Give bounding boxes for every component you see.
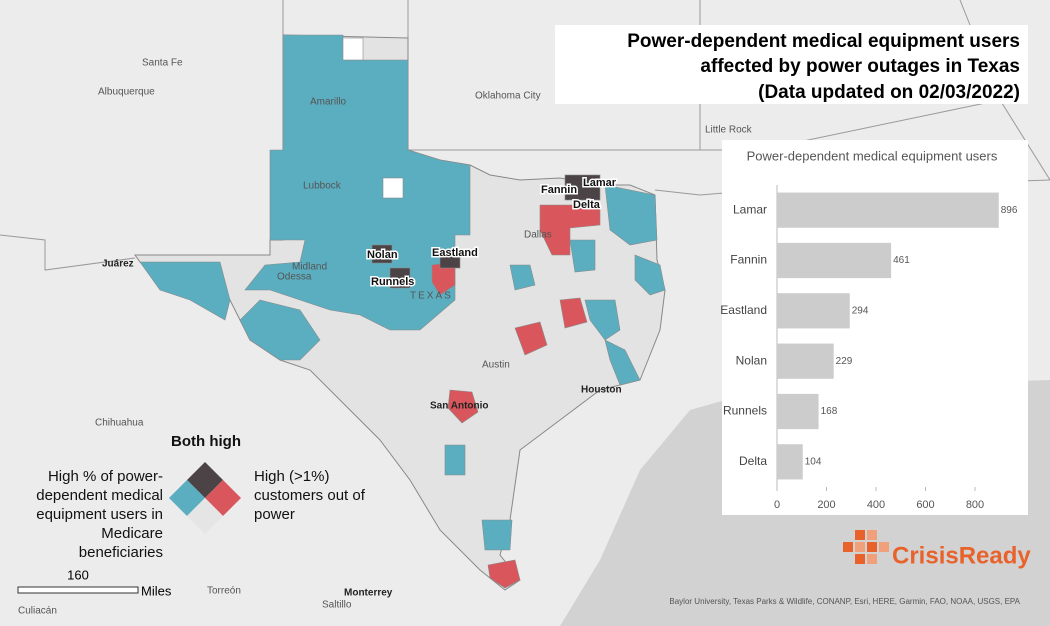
bar: [777, 343, 834, 379]
legend-swatch-none: [187, 498, 223, 534]
y-tick-label: Runnels: [723, 404, 767, 418]
state-label: TEXAS: [410, 291, 453, 302]
city-label: Albuquerque: [98, 87, 155, 98]
scale-unit: Miles: [141, 583, 172, 598]
legend: Both high High % of power- dependent med…: [36, 433, 365, 561]
city-label: Culiacán: [18, 606, 57, 617]
city-label: Dallas: [524, 230, 552, 241]
title-box: [555, 25, 1028, 104]
city-label: Chihuahua: [95, 418, 144, 429]
city-label: Houston: [581, 385, 622, 396]
title-line: Power-dependent medical equipment users: [627, 31, 1020, 52]
legend-right: power: [254, 506, 295, 523]
county-label: Nolan: [367, 249, 398, 261]
title-line: (Data updated on 02/03/2022): [758, 82, 1020, 103]
bar: [777, 192, 999, 228]
scale-bar: 160 Miles: [17, 567, 172, 598]
value-label: 168: [821, 406, 838, 417]
credits: Baylor University, Texas Parks & Wildlif…: [669, 597, 1020, 606]
county-label: Eastland: [432, 247, 478, 259]
bar: [777, 444, 803, 480]
x-tick-label: 0: [774, 499, 780, 511]
city-label: Austin: [482, 360, 510, 371]
scale-distance: 160: [67, 567, 89, 582]
legend-left: equipment users in: [36, 506, 163, 523]
y-tick-label: Nolan: [736, 353, 767, 367]
city-label: Saltillo: [322, 600, 352, 611]
city-label: San Antonio: [430, 401, 489, 412]
title-line: affected by power outages in Texas: [700, 56, 1020, 77]
value-label: 294: [852, 305, 869, 316]
county-label: Lamar: [583, 177, 617, 189]
city-label: Amarillo: [310, 97, 347, 108]
bar: [777, 293, 850, 329]
x-tick-label: 400: [867, 499, 885, 511]
legend-both: Both high: [171, 433, 241, 450]
city-label: Lubbock: [303, 181, 342, 192]
city-label: Oklahoma City: [475, 91, 541, 102]
y-tick-label: Eastland: [720, 303, 767, 317]
legend-left: beneficiaries: [79, 544, 163, 561]
city-label: Torreón: [207, 586, 241, 597]
county-label: Fannin: [541, 184, 577, 196]
y-tick-label: Delta: [739, 454, 767, 468]
high-outage: [431, 204, 601, 589]
value-label: 461: [893, 255, 910, 266]
x-tick-label: 200: [817, 499, 835, 511]
y-tick-label: Lamar: [733, 202, 767, 216]
logo: CrisisReady: [843, 530, 1031, 569]
x-tick-label: 800: [966, 499, 984, 511]
value-label: 896: [1001, 205, 1018, 216]
county-label: Delta: [573, 199, 601, 211]
city-label: Little Rock: [705, 125, 753, 136]
both-high: [371, 174, 601, 289]
light-counties: [342, 37, 404, 199]
city-label: Midland: [292, 262, 327, 273]
map-labels: Santa Fe Albuquerque Oklahoma City Littl…: [18, 58, 753, 617]
bar: [777, 393, 819, 430]
legend-left: Medicare: [101, 525, 163, 542]
city-label: Odessa: [277, 272, 312, 283]
scale-rule: [17, 586, 139, 594]
city-label: Monterrey: [344, 588, 393, 599]
bar: [777, 242, 892, 279]
value-label: 104: [805, 456, 822, 467]
high-users: [139, 34, 666, 551]
logo-text: CrisisReady: [892, 542, 1031, 569]
x-tick-label: 600: [916, 499, 934, 511]
legend-right: customers out of: [254, 487, 366, 504]
chart-title: Power-dependent medical equipment users: [747, 148, 998, 163]
value-label: 229: [836, 356, 853, 367]
city-label: Santa Fe: [142, 58, 183, 69]
legend-right: High (>1%): [254, 468, 329, 485]
county-label: Runnels: [371, 276, 414, 288]
y-tick-label: Fannin: [730, 253, 767, 267]
legend-left: High % of power-: [48, 468, 163, 485]
legend-left: dependent medical: [36, 487, 163, 504]
city-label: Juárez: [102, 259, 134, 270]
